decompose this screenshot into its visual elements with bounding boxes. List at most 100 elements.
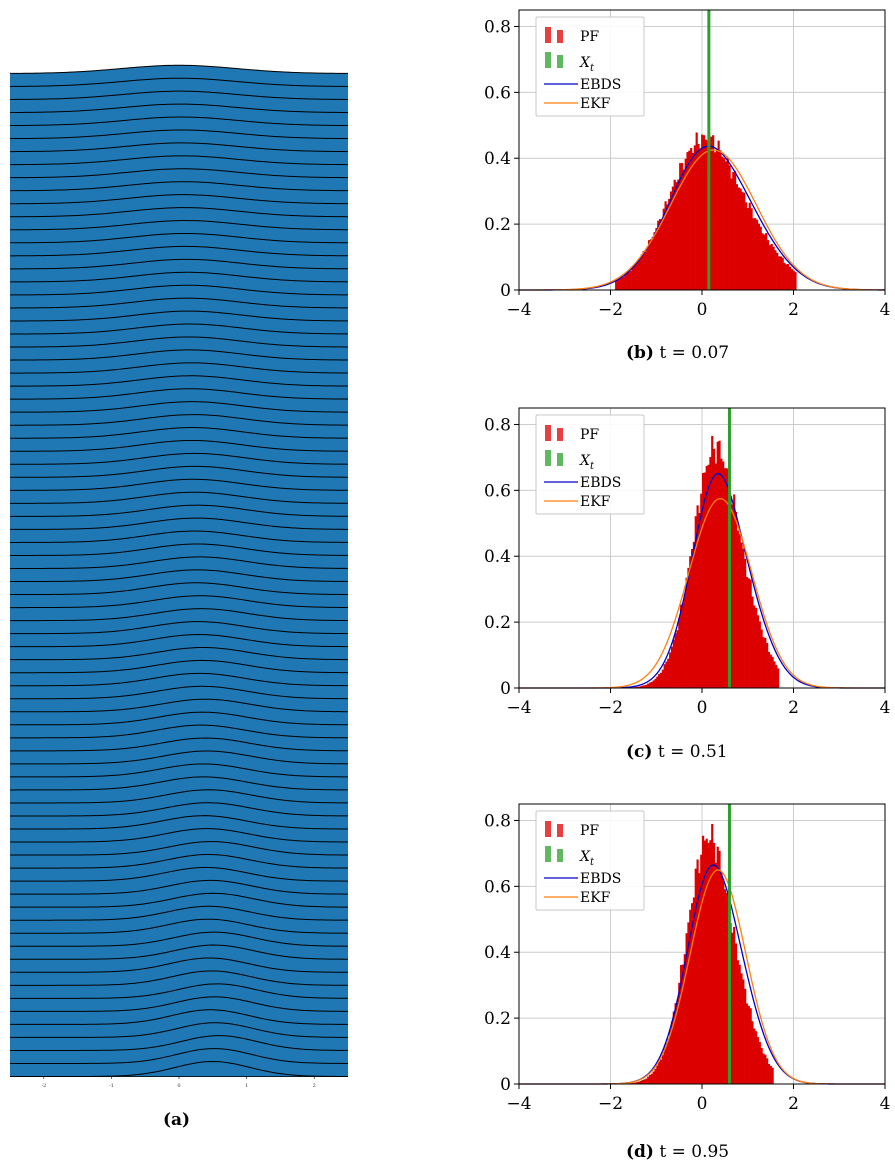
pf-bar: [682, 169, 685, 290]
pf-bar: [660, 219, 664, 290]
pf-bar: [734, 511, 738, 688]
ridge-line: [10, 931, 349, 947]
ridge-line: [9, 323, 349, 335]
legend-pf-swatch: [545, 821, 551, 837]
legend-ekf-label: EKF: [580, 494, 611, 510]
pf-bar: [686, 152, 689, 290]
pf-bar: [720, 872, 723, 1084]
pf-bar: [663, 1046, 666, 1084]
ridge-line: [9, 685, 349, 700]
pf-bar: [688, 150, 691, 290]
pf-bar: [750, 208, 753, 290]
pf-bar: [766, 240, 770, 290]
pf-bar: [702, 473, 705, 688]
ridge-line: [9, 375, 349, 387]
ridge-line: [9, 77, 349, 87]
ridge-line: [10, 853, 349, 869]
legend-xt-subscript: t: [590, 63, 595, 74]
legend-pf-swatch: [545, 27, 551, 43]
ridge-line: [10, 892, 349, 908]
pf-bar: [738, 964, 741, 1084]
pf-bar: [756, 615, 760, 688]
pf-bar: [736, 960, 739, 1084]
pf-histogram-c: [632, 435, 780, 688]
pf-bar: [658, 673, 661, 688]
ridge-line: [10, 543, 349, 556]
ridge-line: [9, 90, 349, 100]
pf-bar: [698, 873, 701, 1084]
pf-bar: [641, 1079, 644, 1084]
pf-bar: [642, 251, 645, 290]
pf-bar: [692, 897, 696, 1084]
pf-bar: [638, 259, 642, 290]
pf-bar: [716, 441, 719, 688]
pf-bar: [748, 202, 751, 290]
y-tick-label: 0.4: [484, 547, 511, 567]
pf-bar: [654, 678, 657, 688]
pf-bar: [783, 262, 786, 290]
pf-bar: [745, 1003, 749, 1084]
pf-bar: [732, 172, 735, 290]
pf-bar: [740, 542, 743, 688]
ridge-line: [9, 232, 349, 244]
pf-bar: [631, 267, 634, 290]
pf-bar: [683, 954, 686, 1084]
pf-bar: [752, 218, 755, 290]
ridge-line: [10, 996, 349, 1012]
caption-c-label: (c): [626, 742, 653, 762]
pf-bar: [741, 191, 744, 290]
pf-bar: [627, 272, 631, 290]
ridge-line: [10, 711, 349, 726]
pf-bar: [659, 1059, 663, 1084]
pf-bar: [661, 669, 664, 688]
x-tick-label: 0: [697, 698, 708, 718]
pf-bar: [761, 233, 764, 290]
pf-bar: [723, 889, 727, 1084]
pf-bar: [712, 448, 716, 688]
pf-bar: [723, 468, 727, 688]
ridge-line: [9, 168, 349, 179]
caption-b-label: (b): [626, 343, 654, 363]
y-tick-label: 0.6: [484, 481, 511, 501]
pf-bar: [618, 278, 621, 290]
pf-bar: [764, 637, 767, 688]
pf-bar: [670, 1021, 674, 1084]
pf-bar: [751, 596, 754, 688]
pf-bar: [768, 245, 771, 290]
pf-bar: [709, 457, 712, 688]
pf-bar: [671, 186, 674, 290]
pf-bar: [653, 232, 656, 290]
pf-bar: [676, 999, 679, 1084]
pf-bar: [781, 257, 784, 290]
pf-bar: [644, 252, 647, 290]
ridge-line: [10, 828, 349, 843]
pf-bar: [760, 629, 763, 688]
ridge-line: [10, 582, 349, 596]
ridge-line: [10, 841, 349, 856]
ridge-fill: [10, 362, 348, 389]
pf-bar: [622, 277, 625, 290]
pf-bar: [687, 922, 690, 1084]
y-tick-label: 0.6: [484, 877, 511, 897]
x-tick-label: −2: [598, 1094, 623, 1114]
pf-bar: [718, 440, 721, 688]
ridge-line: [10, 737, 349, 752]
pf-bar: [787, 263, 790, 290]
y-tick-label: 0.2: [484, 613, 511, 633]
pf-bar: [720, 458, 723, 688]
pf-bar: [648, 682, 652, 688]
caption-b-text: t = 0.07: [659, 343, 730, 363]
ridge-line: [10, 310, 349, 322]
pf-bar: [633, 265, 636, 290]
pf-bar: [672, 1011, 675, 1084]
ridge-line: [9, 194, 349, 205]
ridge-line: [10, 789, 349, 804]
ridge-line: [9, 155, 349, 166]
legend-ekf-label: EKF: [580, 890, 611, 906]
pf-bar: [712, 135, 715, 290]
pf-bar: [776, 252, 779, 290]
pf-bar: [715, 150, 718, 290]
